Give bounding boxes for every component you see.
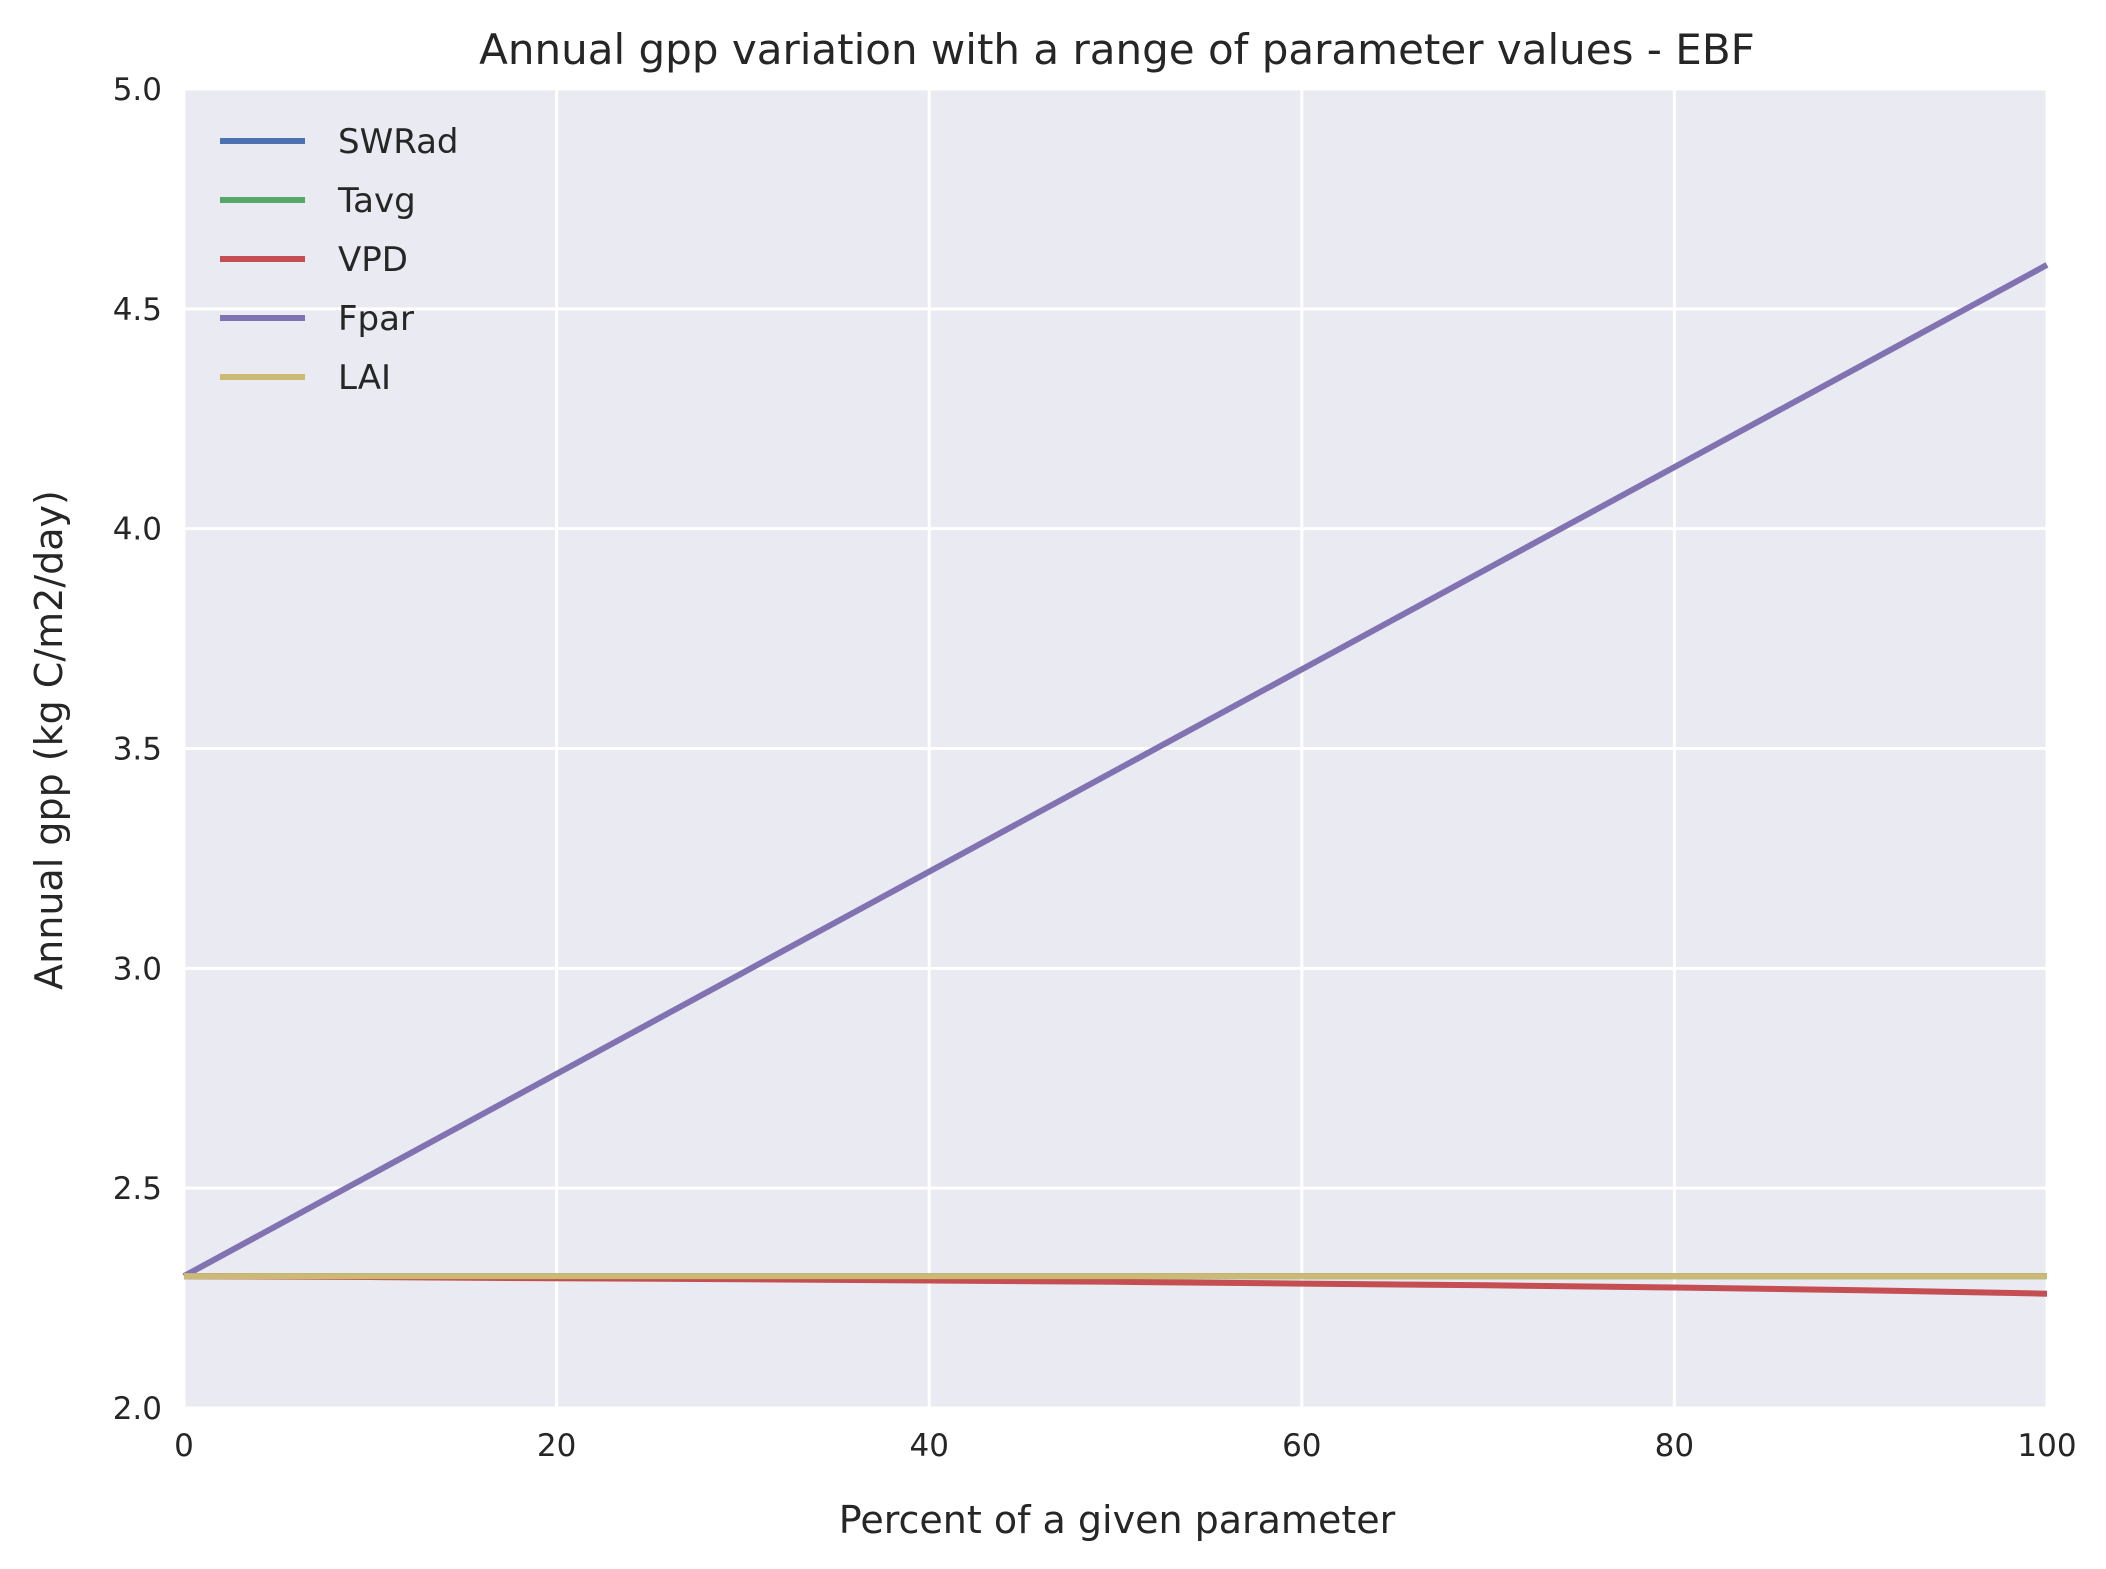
x-axis-label: Percent of a given parameter bbox=[839, 1498, 1396, 1542]
y-tick-label: 2.0 bbox=[113, 1391, 162, 1427]
y-tick-label: 3.5 bbox=[113, 732, 162, 768]
x-tick-labels: 0 20 40 60 80 100 bbox=[174, 1428, 2076, 1464]
x-tick-label: 60 bbox=[1282, 1428, 1321, 1464]
series-lines bbox=[182, 262, 2049, 1297]
y-tick-labels: 2.0 2.5 3.0 3.5 4.0 4.5 5.0 bbox=[113, 72, 162, 1427]
x-tick-label: 0 bbox=[174, 1428, 194, 1464]
legend-label-swrad: SWRad bbox=[338, 122, 459, 162]
legend-label-fpar: Fpar bbox=[338, 299, 414, 339]
y-tick-label: 2.5 bbox=[113, 1171, 162, 1207]
y-tick-label: 4.0 bbox=[113, 512, 162, 548]
legend: SWRad Tavg VPD Fpar LAI bbox=[220, 122, 459, 398]
x-tick-label: 40 bbox=[909, 1428, 948, 1464]
y-tick-label: 3.0 bbox=[113, 951, 162, 987]
chart-title: Annual gpp variation with a range of par… bbox=[479, 25, 1755, 74]
legend-label-vpd: VPD bbox=[338, 240, 408, 280]
y-axis-label: Annual gpp (kg C/m2/day) bbox=[27, 490, 71, 990]
legend-label-lai: LAI bbox=[338, 358, 391, 398]
x-tick-label: 80 bbox=[1655, 1428, 1694, 1464]
legend-label-tavg: Tavg bbox=[337, 181, 416, 221]
x-tick-label: 20 bbox=[537, 1428, 576, 1464]
series-line-fpar bbox=[182, 262, 2049, 1279]
x-tick-label: 100 bbox=[2017, 1428, 2076, 1464]
grid bbox=[182, 87, 2049, 1410]
y-tick-label: 4.5 bbox=[113, 292, 162, 328]
y-tick-label: 5.0 bbox=[113, 72, 162, 108]
